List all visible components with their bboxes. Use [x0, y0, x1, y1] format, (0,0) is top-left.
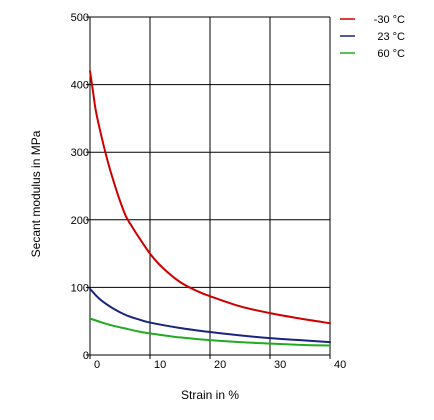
x-tick-label: 30 [274, 359, 286, 371]
y-tick-label: 300 [71, 147, 89, 159]
y-tick-label: 0 [83, 350, 89, 362]
x-tick-label: 10 [154, 359, 166, 371]
series-line-0 [89, 70, 331, 325]
x-tick-label: 40 [334, 359, 346, 371]
x-tick-label: 20 [214, 359, 226, 371]
legend-label-1: 23 °C [377, 31, 405, 43]
series-line-2 [89, 317, 331, 347]
legend-label-2: 60 °C [377, 48, 405, 60]
series-line-1 [89, 287, 331, 344]
y-tick-label: 200 [71, 215, 89, 227]
x-axis-title: Strain in % [181, 388, 239, 402]
y-tick-label: 100 [71, 282, 89, 294]
y-tick-label: 500 [71, 12, 89, 24]
x-tick-label: 0 [94, 359, 100, 371]
y-tick-label: 400 [71, 80, 89, 92]
legend-label-0: -30 °C [374, 14, 405, 26]
y-axis-title: Secant modulus in MPa [29, 130, 43, 257]
